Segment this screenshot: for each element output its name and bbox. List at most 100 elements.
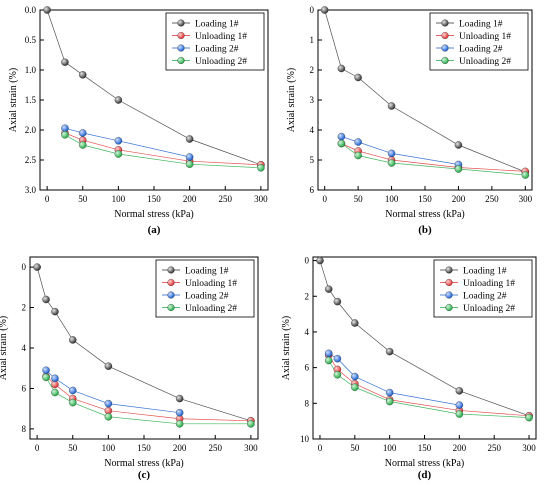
legend-label: Unloading 2#	[463, 304, 515, 314]
data-point	[387, 102, 396, 110]
x-tick-label: 50	[350, 443, 360, 453]
data-point	[324, 285, 333, 293]
data-point	[525, 413, 533, 422]
x-tick-label: 200	[173, 443, 187, 453]
x-tick-label: 0	[322, 194, 327, 204]
y-tick-label: 1.0	[25, 65, 37, 75]
data-point	[42, 366, 50, 374]
y-tick-label: 4	[22, 343, 27, 353]
series-line-3	[341, 143, 526, 176]
x-tick-label: 250	[487, 443, 501, 453]
x-axis-label: Normal stress (kPa)	[385, 209, 464, 220]
x-axis-label: Normal stress (kPa)	[104, 458, 183, 469]
data-point	[333, 354, 342, 363]
chart-panel-1: 0 50 100 150 200 250 300 0 1 2 3 4 5 6 Normal stress (…	[286, 5, 533, 236]
legend-marker	[441, 56, 449, 65]
data-point	[455, 410, 464, 418]
y-tick-label: 2	[22, 303, 27, 313]
y-tick-label: 3	[310, 95, 315, 105]
panel-label: (b)	[418, 224, 432, 236]
data-point	[43, 6, 51, 14]
legend-marker	[441, 19, 449, 27]
y-tick-label: 1	[310, 35, 315, 45]
data-point	[42, 295, 50, 304]
y-tick-label: 0.5	[25, 35, 37, 45]
x-tick-label: 250	[485, 194, 499, 204]
data-point	[42, 373, 50, 382]
x-tick-label: 150	[418, 443, 432, 453]
x-axis-label: Normal stress (kPa)	[385, 458, 464, 469]
data-point	[333, 297, 342, 306]
legend-marker	[441, 31, 449, 40]
x-tick-label: 150	[418, 194, 432, 204]
data-point	[51, 388, 59, 397]
data-point	[51, 307, 59, 316]
data-point	[454, 165, 463, 173]
legend-label: Unloading 2#	[185, 304, 237, 314]
x-tick-label: 0	[318, 443, 323, 453]
data-point	[79, 129, 87, 137]
x-axis-label: Normal stress (kPa)	[114, 209, 193, 220]
data-point	[114, 150, 123, 158]
series-line-2	[328, 353, 460, 406]
data-point	[351, 372, 359, 381]
y-tick-label: 10	[300, 434, 310, 444]
data-point	[175, 420, 184, 428]
y-tick-label: 8	[305, 398, 310, 408]
x-tick-label: 300	[244, 443, 258, 453]
data-point	[337, 64, 346, 73]
y-axis-label: Axial strain (%)	[8, 68, 19, 132]
x-tick-label: 300	[254, 194, 268, 204]
series-line-2	[64, 127, 190, 158]
chart-panel-2: 0 50 100 150 200 250 300 0 2 4 6 8 Normal stress (kP…	[0, 256, 259, 481]
legend-label: Unloading 2#	[459, 57, 511, 67]
legend-label: Loading 1#	[463, 267, 507, 277]
legend-label: Loading 2#	[185, 292, 229, 302]
data-point	[387, 159, 396, 167]
x-tick-label: 50	[68, 443, 78, 453]
data-point	[354, 73, 362, 82]
data-point	[387, 149, 396, 158]
series-line-1	[328, 354, 530, 417]
legend-marker	[441, 44, 449, 52]
y-tick-label: 1.5	[25, 95, 37, 105]
data-point	[69, 398, 77, 407]
data-point	[337, 139, 346, 148]
x-tick-label: 250	[219, 194, 233, 204]
y-tick-label: 0	[305, 256, 310, 266]
x-tick-label: 50	[78, 194, 88, 204]
legend-label: Loading 1#	[195, 20, 239, 30]
data-point	[324, 349, 333, 358]
chart-panel-3: 0 50 100 150 200 250 300 0 2 4 6 8 10 Normal stress (…	[281, 256, 537, 481]
legend-label: Unloading 1#	[185, 279, 237, 289]
legend-label: Loading 2#	[195, 45, 239, 55]
legend-label: Unloading 2#	[195, 57, 247, 67]
x-tick-label: 200	[452, 194, 466, 204]
y-tick-label: 0	[22, 262, 27, 272]
y-tick-label: 2	[310, 65, 315, 75]
data-point	[185, 160, 194, 168]
y-tick-label: 6	[310, 185, 315, 195]
x-tick-label: 100	[102, 443, 116, 453]
y-axis-label: Axial strain (%)	[0, 316, 9, 380]
data-point	[79, 71, 87, 79]
data-point	[175, 408, 184, 417]
data-point	[61, 58, 69, 66]
legend-marker	[445, 266, 453, 274]
x-tick-label: 300	[519, 194, 533, 204]
y-tick-label: 6	[305, 363, 310, 373]
x-tick-label: 150	[147, 194, 161, 204]
legend-label: Unloading 1#	[195, 32, 247, 42]
data-point	[337, 132, 346, 141]
data-point	[385, 347, 394, 356]
series-line-3	[328, 360, 530, 418]
y-tick-label: 6	[22, 383, 27, 393]
data-point	[79, 141, 87, 149]
legend-label: Loading 2#	[459, 45, 503, 55]
data-point	[257, 164, 265, 172]
y-tick-label: 5	[310, 155, 315, 165]
legend-marker	[445, 291, 453, 299]
data-point	[354, 151, 362, 160]
y-axis-label: Axial strain (%)	[281, 316, 292, 380]
